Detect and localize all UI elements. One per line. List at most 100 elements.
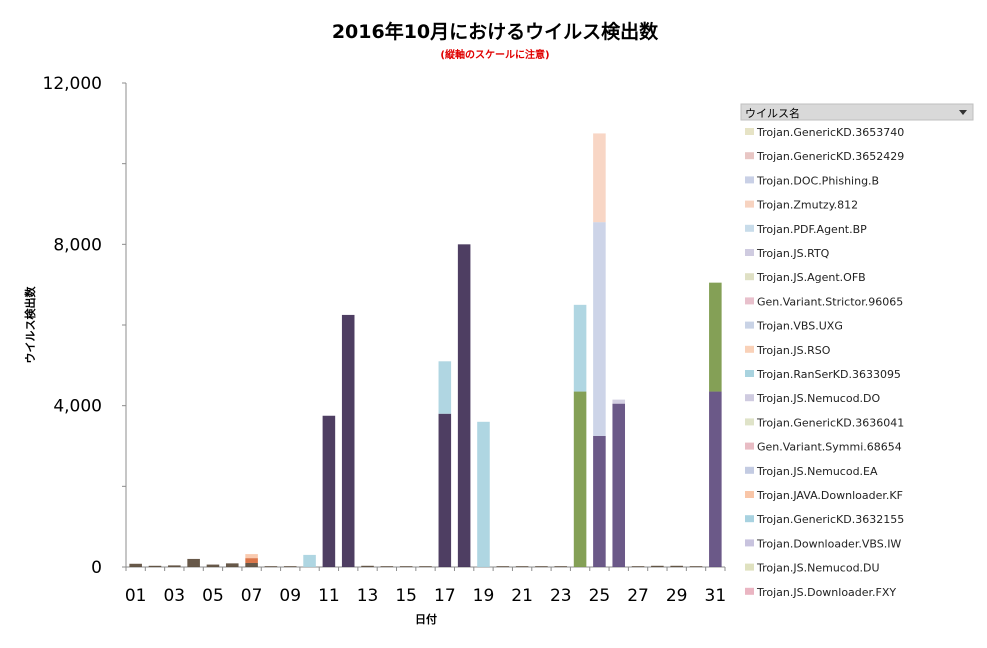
bar-segment-series-15-07 <box>245 554 258 559</box>
bar-segment-series-5-26 <box>612 399 626 404</box>
legend-entry[interactable]: Trojan.JS.Nemucod.DO <box>756 392 881 405</box>
y-tick-label: 12,000 <box>43 74 102 94</box>
bar-segment-series-2-25 <box>593 222 606 436</box>
bar-segment-other-3-23 <box>554 566 568 567</box>
bar-segment-other-3-15 <box>399 566 413 567</box>
legend-entry[interactable]: Trojan.GenericKD.3632155 <box>756 513 904 526</box>
bar-segment-series-10-24 <box>573 304 587 392</box>
bar-segment-other-3-14 <box>380 566 394 567</box>
legend-entry[interactable]: Trojan.GenericKD.3652429 <box>756 150 904 163</box>
x-tick-label: 29 <box>666 586 688 606</box>
x-tick-label: 17 <box>434 586 456 606</box>
bar-segment-other-3-09 <box>283 566 297 567</box>
legend-swatch <box>745 394 754 402</box>
x-axis-label: 日付 <box>415 612 437 626</box>
bar-segment-series-3-25 <box>593 133 606 223</box>
x-tick-label: 31 <box>705 586 727 606</box>
legend-swatch <box>745 176 754 184</box>
x-tick-label: 01 <box>125 586 147 606</box>
legend-swatch <box>745 224 754 232</box>
bar-segment-other-3-27 <box>631 566 645 567</box>
legend-swatch <box>745 563 754 571</box>
legend-swatch <box>745 370 754 377</box>
bar-segment-other-3-06 <box>225 563 239 567</box>
legend-swatch <box>745 442 754 450</box>
legend-entry[interactable]: Trojan.Zmutzy.812 <box>756 199 858 212</box>
bar-segment-other-3-13 <box>361 565 374 567</box>
legend-swatch <box>745 297 754 305</box>
bar-segment-series-16-19 <box>477 421 490 567</box>
y-tick-label: 4,000 <box>53 397 102 417</box>
legend-swatch <box>745 418 754 426</box>
x-tick-label: 05 <box>202 586 224 606</box>
bar-segment-series-10-17 <box>438 361 452 414</box>
legend-swatch <box>745 491 754 498</box>
x-tick-label: 25 <box>589 586 611 606</box>
y-tick-label: 0 <box>91 558 102 578</box>
bar-segment-other-3-30 <box>689 566 703 567</box>
x-tick-label: 07 <box>241 586 263 606</box>
bar-segment-other-3-28 <box>651 565 664 567</box>
legend-entry[interactable]: Trojan.JS.RTQ <box>756 247 830 260</box>
x-tick-label: 19 <box>473 586 495 606</box>
legend-entry[interactable]: Trojan.VBS.UXG <box>756 320 843 333</box>
bar-segment-other-0-12 <box>341 314 355 567</box>
x-tick-label: 03 <box>163 586 185 606</box>
x-tick-label: 27 <box>627 586 649 606</box>
x-tick-label: 21 <box>511 586 533 606</box>
legend-swatch <box>745 128 754 135</box>
bar-segment-series-16-10 <box>303 554 316 567</box>
bar-segment-other-3-21 <box>515 566 529 567</box>
x-tick-label: 11 <box>318 586 340 606</box>
bar-segment-other-0-17 <box>438 413 452 567</box>
y-axis: 0 4,000 8,000 12,000 <box>43 74 127 578</box>
y-axis-label: ウイルス検出数 <box>23 286 37 364</box>
legend-entry[interactable]: Trojan.DOC.Phishing.B <box>756 174 879 187</box>
x-tick-label: 13 <box>357 586 379 606</box>
bar-segment-other-4-07 <box>245 558 258 563</box>
bar-segment-other-1-26 <box>612 403 626 567</box>
legend-entry[interactable]: Trojan.JS.Agent.OFB <box>756 271 866 284</box>
legend-swatch <box>745 273 754 281</box>
dropdown-triangle-icon[interactable] <box>959 110 967 115</box>
bars <box>129 133 722 567</box>
legend-swatch <box>745 466 754 474</box>
legend-swatch <box>745 539 754 547</box>
bar-segment-other-3-08 <box>264 566 278 567</box>
legend-entry[interactable]: Trojan.GenericKD.3653740 <box>756 126 904 139</box>
legend-entry[interactable]: Trojan.PDF.Agent.BP <box>756 223 867 236</box>
x-tick-label: 15 <box>395 586 417 606</box>
legend-swatch <box>745 200 754 208</box>
chart-subtitle: (縦軸のスケールに注意) <box>440 48 549 61</box>
legend-entry[interactable]: Trojan.JAVA.Downloader.KF <box>756 489 903 502</box>
bar-segment-other-3-07 <box>245 562 258 567</box>
legend-entry[interactable]: Trojan.JS.Downloader.FXY <box>756 586 896 599</box>
bar-segment-other-2-31 <box>709 282 722 392</box>
legend-entry[interactable]: Gen.Variant.Strictor.96065 <box>757 295 903 308</box>
bar-segment-other-1-31 <box>709 391 722 567</box>
bar-segment-other-3-01 <box>129 563 142 567</box>
legend-swatch <box>745 587 754 595</box>
legend-swatch <box>745 515 754 523</box>
legend: ウイルス名 Trojan.GenericKD.3653740 Trojan.Gen… <box>740 103 974 599</box>
legend-entry[interactable]: Trojan.JS.Nemucod.DU <box>756 562 880 575</box>
legend-entry[interactable]: Trojan.RanSerKD.3633095 <box>756 368 901 381</box>
bar-segment-other-3-04 <box>187 558 200 567</box>
legend-entry[interactable]: Trojan.JS.Nemucod.EA <box>756 465 878 478</box>
bar-segment-other-0-11 <box>322 415 336 567</box>
bar-segment-other-3-02 <box>148 565 162 567</box>
bar-segment-other-2-24 <box>573 391 587 567</box>
legend-entry[interactable]: Trojan.GenericKD.3636041 <box>756 416 904 429</box>
legend-swatch <box>745 249 754 256</box>
x-axis: 01 03 05 07 09 11 13 15 17 19 21 23 25 27 29 31 <box>125 566 727 606</box>
bar-segment-other-3-16 <box>419 566 432 567</box>
legend-entry[interactable]: Trojan.JS.RSO <box>756 344 831 357</box>
legend-header-label: ウイルス名 <box>745 106 800 120</box>
legend-header[interactable]: ウイルス名 <box>740 103 974 121</box>
legend-entry[interactable]: Trojan.Downloader.VBS.IW <box>756 537 901 550</box>
bar-segment-other-3-05 <box>206 564 220 567</box>
legend-swatch <box>745 345 754 353</box>
legend-entry[interactable]: Gen.Variant.Symmi.68654 <box>757 441 902 454</box>
y-tick-label: 8,000 <box>53 235 102 255</box>
